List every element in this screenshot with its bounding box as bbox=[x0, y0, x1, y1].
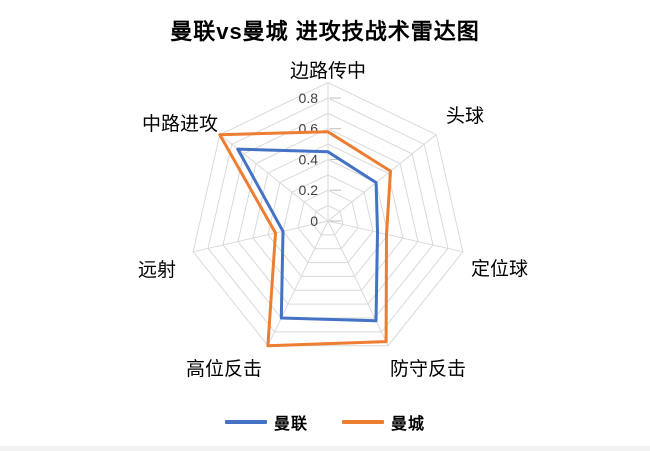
series-polygon-0 bbox=[236, 147, 379, 323]
radial-tick-label: 0.2 bbox=[299, 182, 319, 198]
legend-item-0: 曼联 bbox=[224, 410, 308, 434]
legend-item-1: 曼城 bbox=[342, 410, 425, 434]
grid-ring bbox=[207, 97, 449, 333]
axis-spoke bbox=[267, 220, 329, 346]
axis-spoke bbox=[327, 220, 464, 253]
chart-legend: 曼联 曼城 bbox=[0, 410, 650, 434]
legend-label-0: 曼联 bbox=[273, 416, 308, 433]
radial-tick-label: 0.8 bbox=[299, 90, 319, 106]
axis-label-3: 防守反击 bbox=[390, 358, 466, 380]
grid-ring bbox=[297, 189, 359, 250]
radial-tick-label: 0 bbox=[310, 213, 318, 229]
grid-ring bbox=[312, 205, 344, 236]
axis-label-0: 边路传中 bbox=[290, 60, 366, 82]
legend-label-1: 曼城 bbox=[391, 416, 426, 433]
axis-label-5: 远射 bbox=[138, 259, 176, 281]
grid-ring bbox=[282, 174, 374, 264]
axis-label-1: 头球 bbox=[446, 105, 484, 127]
axis-label-6: 中路进攻 bbox=[142, 113, 218, 135]
axis-label-2: 定位球 bbox=[471, 258, 528, 280]
chart-title: 曼联vs曼城 进攻技战术雷达图 bbox=[170, 19, 480, 44]
legend-line-swatch-1 bbox=[342, 420, 384, 424]
legend-line-swatch-0 bbox=[224, 420, 267, 424]
grid-ring bbox=[192, 82, 464, 347]
radial-tick-label: 0.4 bbox=[299, 152, 319, 168]
series-polygon-1 bbox=[218, 130, 392, 348]
radial-tick-label: 0.6 bbox=[299, 121, 319, 137]
axis-label-4: 高位反击 bbox=[186, 358, 262, 380]
axis-spoke bbox=[327, 220, 389, 346]
axis-spoke bbox=[327, 134, 437, 222]
bottom-edge-strip bbox=[0, 446, 650, 451]
axis-spoke bbox=[192, 220, 329, 253]
grid-ring bbox=[267, 158, 389, 277]
